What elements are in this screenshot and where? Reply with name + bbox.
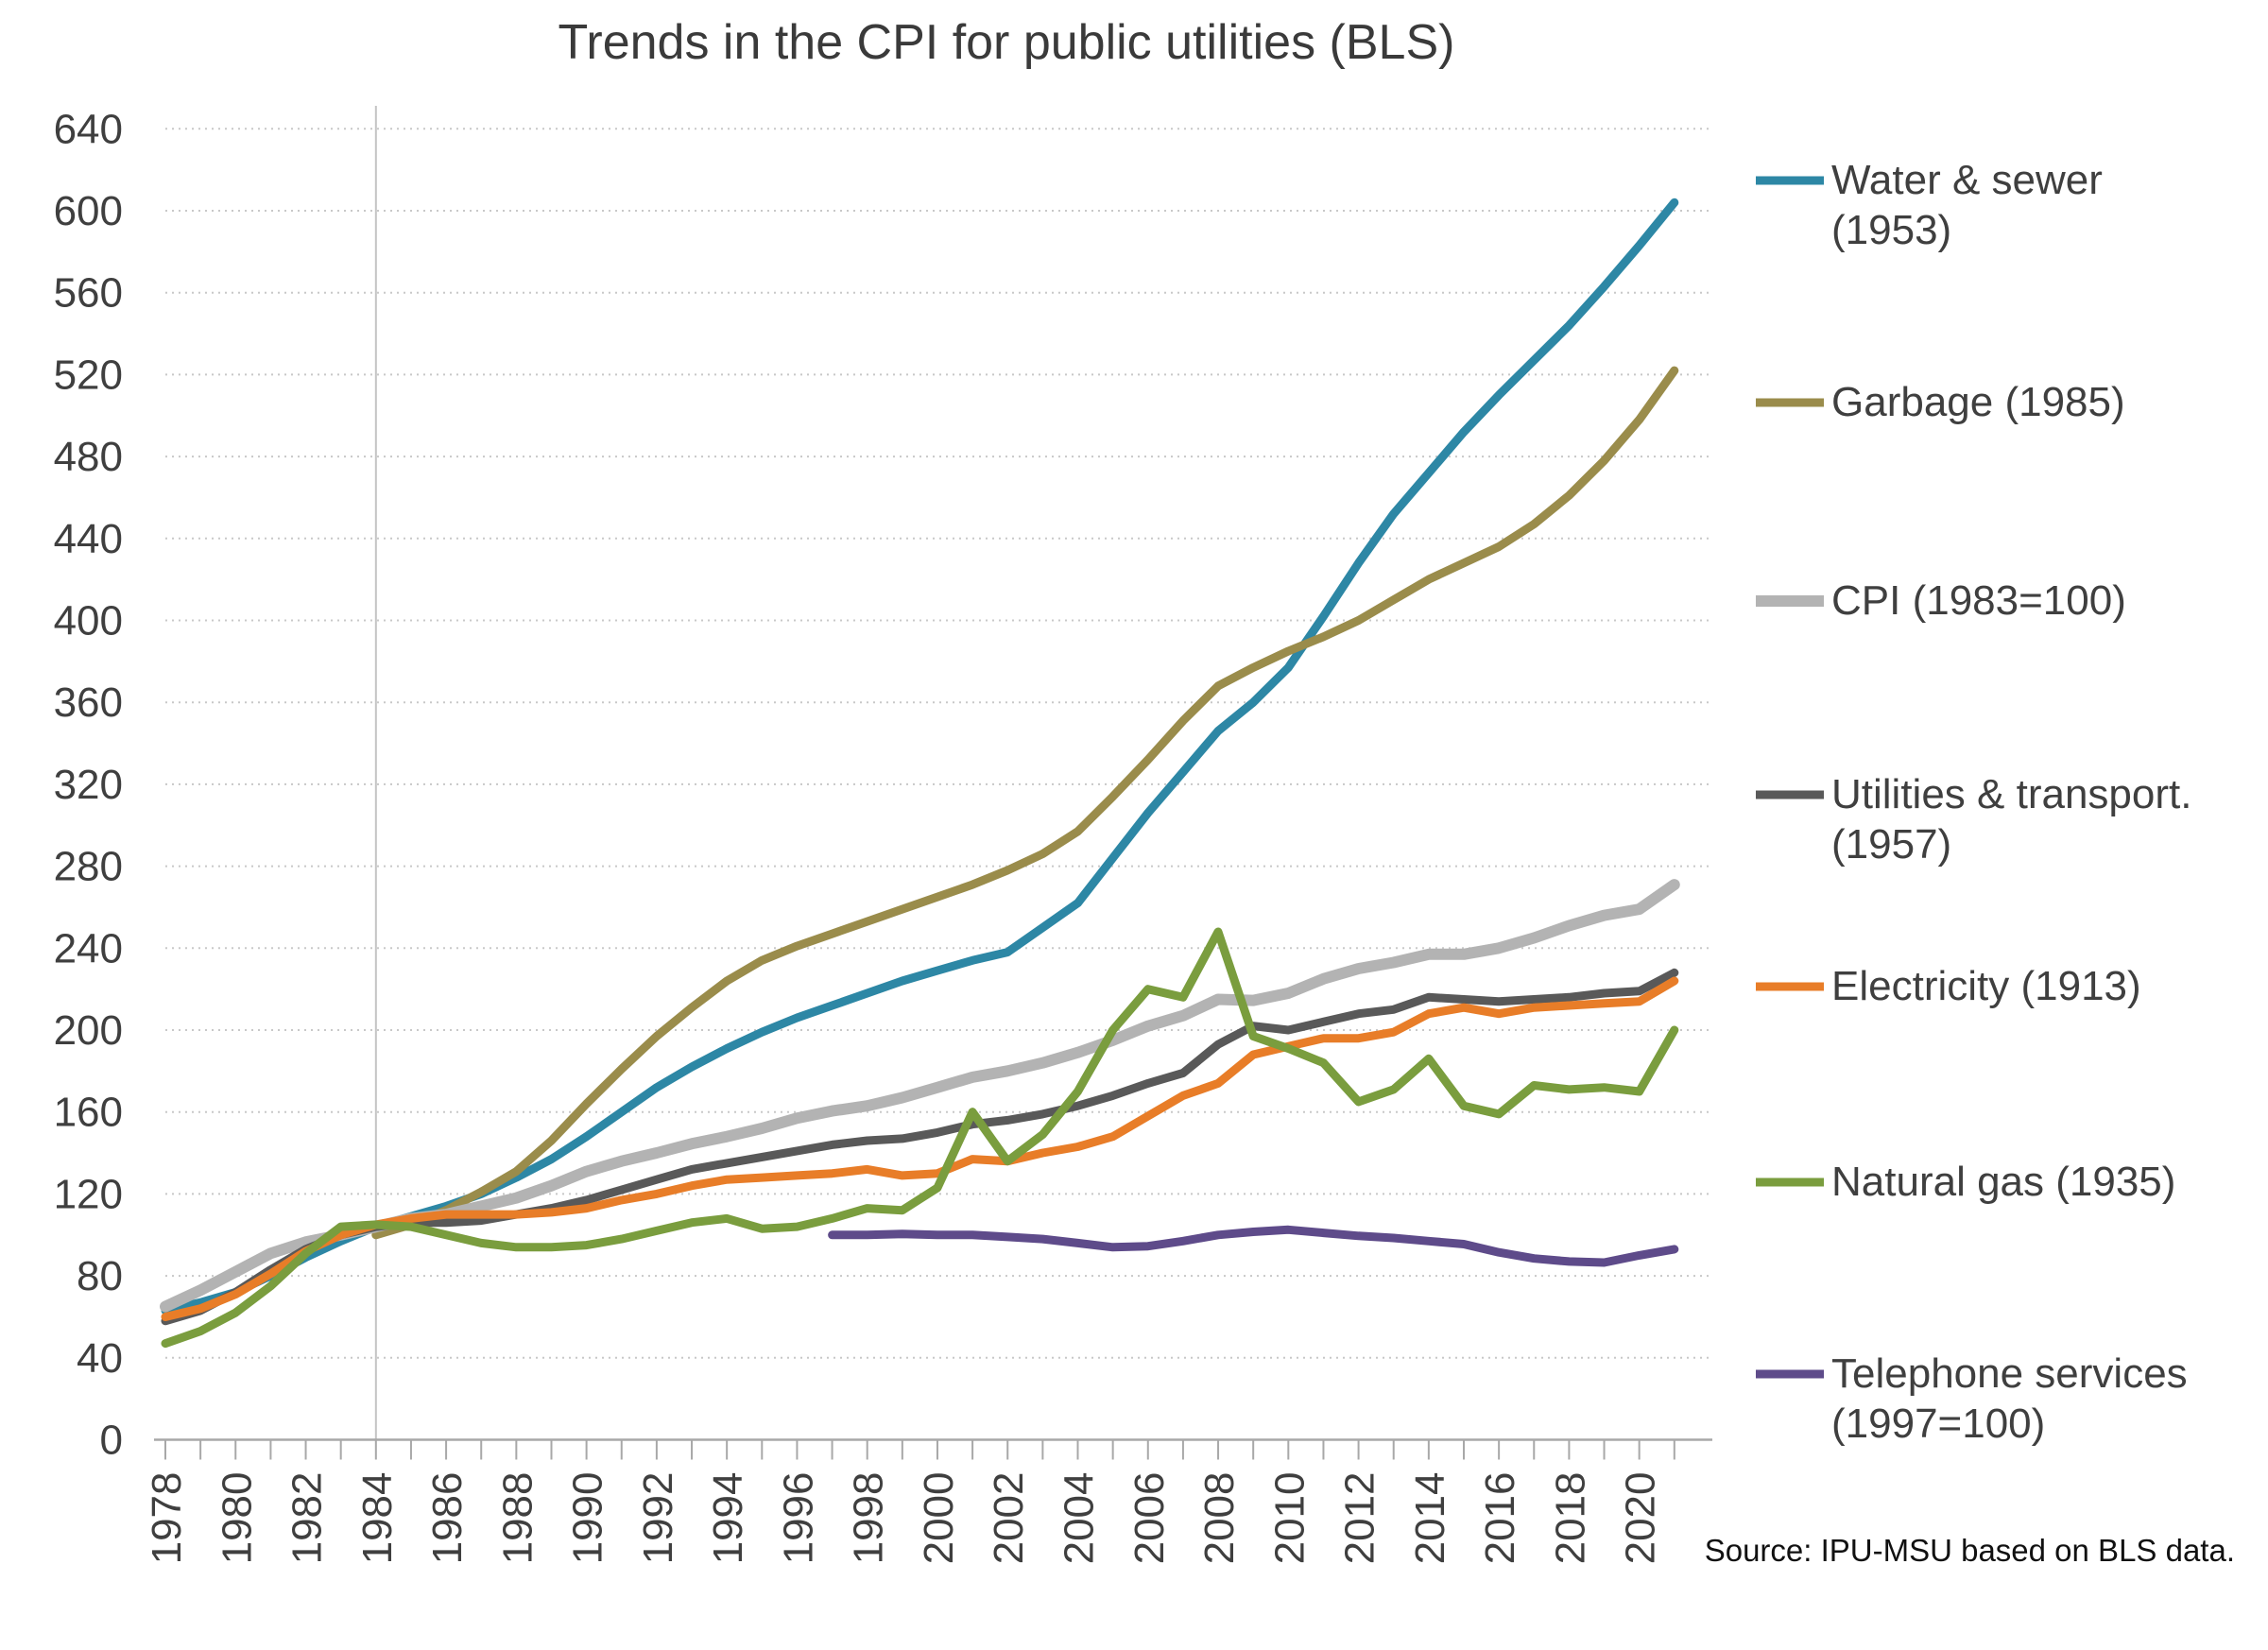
x-axis-label-1990: 1990	[565, 1472, 611, 1565]
legend-label-cpi-1983-100-line1: CPI (1983=100)	[1831, 577, 2126, 624]
y-axis-label-320: 320	[54, 762, 123, 808]
legend-label-utilities-transport-1957-line1: Utilities & transport.	[1831, 771, 2191, 817]
x-axis-label-2000: 2000	[916, 1472, 962, 1565]
y-axis-label-360: 360	[54, 679, 123, 726]
x-axis-label-2016: 2016	[1477, 1472, 1523, 1565]
x-axis-label-1980: 1980	[214, 1472, 260, 1565]
y-axis-label-520: 520	[54, 352, 123, 398]
x-axis-label-1998: 1998	[846, 1472, 892, 1565]
legend-item-water-sewer-1953: Water & sewer(1953)	[1756, 157, 2103, 253]
legend-label-electricity-1913-line1: Electricity (1913)	[1831, 963, 2141, 1009]
series-layer	[160, 198, 1680, 1349]
x-axis-label-2008: 2008	[1196, 1472, 1243, 1565]
legend-item-natural-gas-1935: Natural gas (1935)	[1756, 1159, 2175, 1205]
legend-label-telephone-services-1997-100-line2: (1997=100)	[1831, 1401, 2045, 1447]
y-axis-label-0: 0	[100, 1418, 123, 1464]
x-axis-label-1978: 1978	[144, 1472, 190, 1565]
legend-item-garbage-1985: Garbage (1985)	[1756, 379, 2125, 425]
series-line-utilities-transport-1957	[161, 968, 1679, 1326]
y-axis-label-560: 560	[54, 270, 123, 317]
legend-label-water-sewer-1953-line2: (1953)	[1831, 207, 1951, 253]
y-axis-label-480: 480	[54, 434, 123, 480]
legend-item-cpi-1983-100: CPI (1983=100)	[1756, 577, 2126, 624]
x-axis-label-1988: 1988	[494, 1472, 541, 1565]
x-axis-label-2010: 2010	[1266, 1472, 1313, 1565]
y-axis-label-200: 200	[54, 1007, 123, 1054]
legend-item-utilities-transport-1957: Utilities & transport.(1957)	[1756, 771, 2191, 868]
x-axis-label-2002: 2002	[986, 1472, 1032, 1565]
y-axis-label-120: 120	[54, 1171, 123, 1217]
y-axis-label-80: 80	[77, 1253, 123, 1299]
series-line-water-sewer-1953	[161, 198, 1679, 1315]
y-axis-label-640: 640	[54, 106, 123, 152]
x-axis-label-1984: 1984	[354, 1472, 401, 1565]
x-axis-label-2014: 2014	[1407, 1472, 1453, 1565]
x-axis-label-1982: 1982	[284, 1472, 331, 1565]
series-line-garbage-1985	[371, 366, 1679, 1240]
x-axis-label-2004: 2004	[1057, 1472, 1103, 1565]
y-axis-label-240: 240	[54, 925, 123, 971]
chart-title: Trends in the CPI for public utilities (…	[558, 15, 1455, 70]
y-axis-label-440: 440	[54, 516, 123, 562]
source-note: Source: IPU-MSU based on BLS data.	[1705, 1533, 2235, 1568]
legend-label-telephone-services-1997-100-line1: Telephone services	[1831, 1350, 2188, 1397]
legend-layer: Water & sewer(1953) Garbage (1985) CPI (19…	[1756, 157, 2191, 1447]
series-line-telephone-services-1997-100	[828, 1225, 1679, 1267]
x-axis-label-2018: 2018	[1547, 1472, 1593, 1565]
series-line-natural-gas-1935	[161, 927, 1679, 1349]
legend-item-telephone-services-1997-100: Telephone services(1997=100)	[1756, 1350, 2188, 1447]
x-axis-label-1986: 1986	[424, 1472, 471, 1565]
y-axis-label-160: 160	[54, 1090, 123, 1136]
legend-item-electricity-1913: Electricity (1913)	[1756, 963, 2141, 1009]
y-axis-label-40: 40	[77, 1335, 123, 1382]
axis-layer: 0 40 80 120 160 200 240 280 320 360 400 440 480 520 56…	[54, 106, 1712, 1564]
y-axis-label-280: 280	[54, 844, 123, 890]
legend-label-utilities-transport-1957-line2: (1957)	[1831, 821, 1951, 868]
x-axis-label-1994: 1994	[705, 1472, 751, 1565]
legend-label-garbage-1985-line1: Garbage (1985)	[1831, 379, 2125, 425]
legend-label-water-sewer-1953-line1: Water & sewer	[1831, 157, 2103, 203]
series-line-electricity-1913	[161, 976, 1679, 1321]
x-axis-label-2012: 2012	[1337, 1472, 1383, 1565]
grid-layer	[165, 106, 1710, 1440]
y-axis-label-400: 400	[54, 598, 123, 645]
x-axis-label-2006: 2006	[1126, 1472, 1173, 1565]
x-axis-label-2020: 2020	[1618, 1472, 1664, 1565]
y-axis-label-600: 600	[54, 188, 123, 234]
x-axis-label-1996: 1996	[775, 1472, 821, 1565]
legend-label-natural-gas-1935-line1: Natural gas (1935)	[1831, 1159, 2175, 1205]
x-axis-label-1992: 1992	[635, 1472, 681, 1565]
